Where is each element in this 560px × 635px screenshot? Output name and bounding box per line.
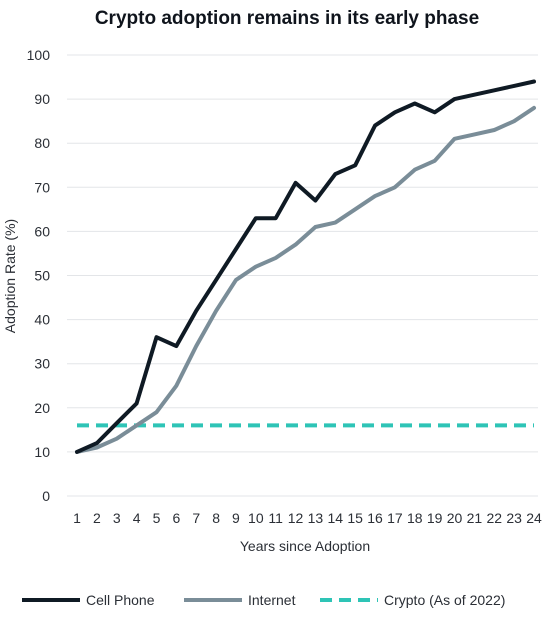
x-tick-label: 16	[367, 510, 383, 526]
x-tick-label: 3	[113, 510, 121, 526]
legend-item-crypto-as-of-2022: Crypto (As of 2022)	[320, 592, 505, 608]
x-tick-label: 13	[308, 510, 324, 526]
x-axis-ticks: 1 2 3 4 5 6 7 8 9 10 11 12 13 14 15 16 17 18 19 20 21 22 23 24	[73, 510, 542, 526]
legend: Cell Phone Internet Crypto (As of 2022)	[22, 592, 505, 608]
legend-label: Crypto (As of 2022)	[384, 592, 505, 608]
y-tick-label: 30	[34, 356, 50, 372]
x-tick-label: 19	[427, 510, 443, 526]
series-lines	[75, 79, 536, 454]
chart-title: Crypto adoption remains in its early pha…	[95, 8, 479, 29]
x-tick-label: 4	[133, 510, 141, 526]
gridlines	[67, 54, 538, 497]
legend-label: Cell Phone	[86, 592, 155, 608]
y-tick-label: 100	[27, 47, 51, 63]
series-line-internet	[75, 105, 536, 454]
legend-item-internet: Internet	[184, 592, 296, 608]
legend-label: Internet	[248, 592, 296, 608]
legend-item-cell-phone: Cell Phone	[22, 592, 155, 608]
y-tick-label: 40	[34, 312, 50, 328]
x-tick-label: 2	[93, 510, 101, 526]
x-tick-label: 7	[192, 510, 200, 526]
x-tick-label: 15	[347, 510, 363, 526]
y-axis-ticks: 0 10 20 30 40 50 60 70 80 90 100	[27, 47, 51, 504]
x-tick-label: 23	[506, 510, 522, 526]
x-tick-label: 20	[447, 510, 463, 526]
x-tick-label: 22	[486, 510, 502, 526]
x-axis-title: Years since Adoption	[240, 538, 370, 554]
x-tick-label: 17	[387, 510, 403, 526]
y-tick-label: 90	[34, 91, 50, 107]
series-line-cell-phone	[75, 79, 536, 454]
y-tick-label: 50	[34, 268, 50, 284]
y-tick-label: 0	[42, 488, 50, 504]
y-tick-label: 20	[34, 400, 50, 416]
x-tick-label: 6	[172, 510, 180, 526]
x-tick-label: 8	[212, 510, 220, 526]
x-tick-label: 24	[526, 510, 542, 526]
x-tick-label: 18	[407, 510, 423, 526]
x-tick-label: 5	[153, 510, 161, 526]
y-tick-label: 60	[34, 223, 50, 239]
x-tick-label: 11	[268, 510, 283, 526]
x-tick-label: 21	[467, 510, 483, 526]
x-tick-label: 12	[288, 510, 304, 526]
x-tick-label: 10	[248, 510, 264, 526]
x-tick-label: 9	[232, 510, 240, 526]
x-tick-label: 1	[73, 510, 81, 526]
y-tick-label: 70	[34, 179, 50, 195]
y-tick-label: 10	[34, 444, 50, 460]
y-axis-title: Adoption Rate (%)	[2, 219, 18, 333]
x-tick-label: 14	[328, 510, 344, 526]
y-tick-label: 80	[34, 135, 50, 151]
